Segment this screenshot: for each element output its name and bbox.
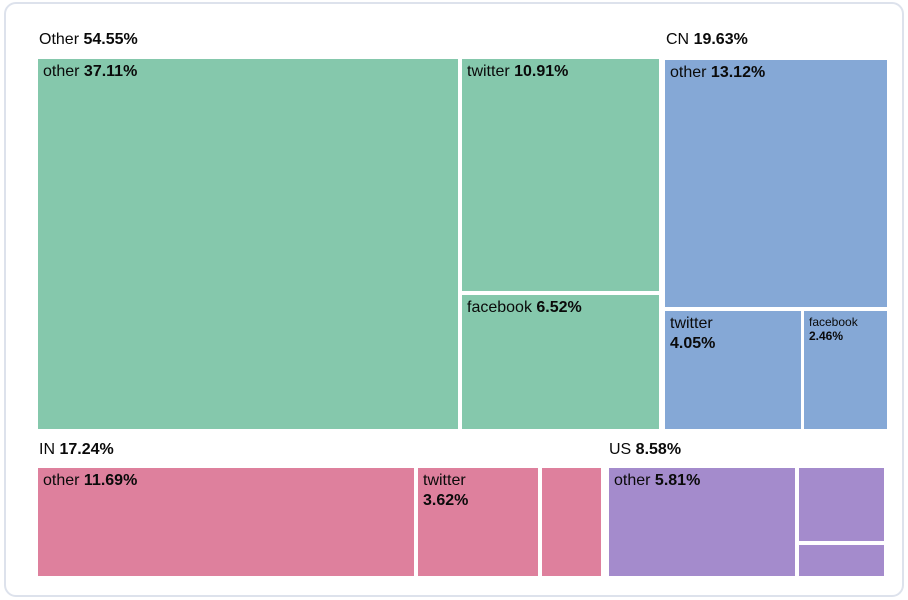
group-label-us: US 8.58% <box>609 441 682 458</box>
treemap-cell-us-other[interactable]: other 5.81% <box>609 468 795 576</box>
treemap-cell-in-other[interactable]: other 11.69% <box>38 468 414 576</box>
group-label-cn: CN 19.63% <box>666 31 748 48</box>
treemap-cell-in[interactable] <box>542 468 601 576</box>
treemap-cell-cn-twitter[interactable]: twitter 4.05% <box>665 311 801 429</box>
treemap-cell-other-facebook[interactable]: facebook 6.52% <box>462 295 659 429</box>
treemap-cell-other-twitter[interactable]: twitter 10.91% <box>462 59 659 291</box>
group-label-other: Other 54.55% <box>39 31 138 48</box>
treemap-cell-us[interactable] <box>799 468 884 541</box>
treemap-cell-cn-other[interactable]: other 13.12% <box>665 60 887 307</box>
treemap-cell-us[interactable] <box>799 545 884 576</box>
chart-card: Other 54.55% other 37.11% twitter 10.91% fa… <box>4 2 904 597</box>
group-label-in: IN 17.24% <box>39 441 114 458</box>
treemap-cell-in-twitter[interactable]: twitter 3.62% <box>418 468 538 576</box>
treemap: Other 54.55% other 37.11% twitter 10.91% fa… <box>6 4 902 595</box>
treemap-cell-other-other[interactable]: other 37.11% <box>38 59 458 429</box>
treemap-cell-cn-facebook[interactable]: facebook 2.46% <box>804 311 887 429</box>
